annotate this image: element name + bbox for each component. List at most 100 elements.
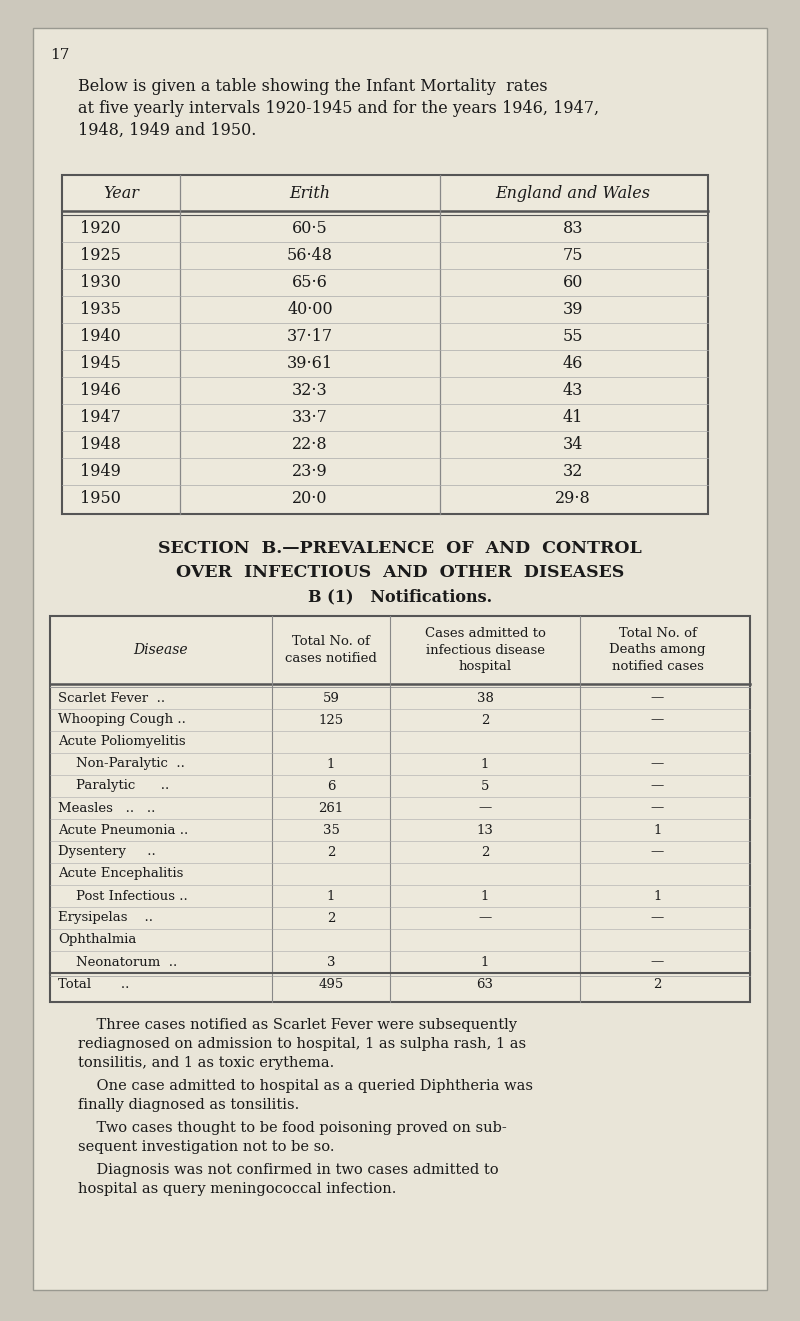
Text: 1: 1 bbox=[654, 823, 662, 836]
Text: 37·17: 37·17 bbox=[287, 328, 333, 345]
Text: 1945: 1945 bbox=[80, 355, 121, 373]
Text: sequent investigation not to be so.: sequent investigation not to be so. bbox=[78, 1140, 334, 1155]
Text: 1: 1 bbox=[481, 889, 489, 902]
Text: 1949: 1949 bbox=[80, 462, 121, 480]
Text: 1: 1 bbox=[481, 955, 489, 968]
Text: 1947: 1947 bbox=[80, 410, 121, 425]
Text: 125: 125 bbox=[318, 713, 343, 727]
Text: 29·8: 29·8 bbox=[555, 490, 591, 507]
Text: 55: 55 bbox=[562, 328, 583, 345]
Text: 33·7: 33·7 bbox=[292, 410, 328, 425]
Text: 41: 41 bbox=[563, 410, 583, 425]
Text: 65·6: 65·6 bbox=[292, 273, 328, 291]
Text: 60: 60 bbox=[563, 273, 583, 291]
Text: 63: 63 bbox=[477, 978, 494, 991]
Text: Three cases notified as Scarlet Fever were subsequently: Three cases notified as Scarlet Fever we… bbox=[78, 1018, 517, 1032]
Text: England and Wales: England and Wales bbox=[495, 185, 650, 202]
Text: 39: 39 bbox=[562, 301, 583, 318]
Text: Ophthalmia: Ophthalmia bbox=[58, 934, 136, 947]
Text: 6: 6 bbox=[326, 779, 335, 793]
Text: 59: 59 bbox=[322, 691, 339, 704]
FancyBboxPatch shape bbox=[50, 616, 750, 1003]
Text: 34: 34 bbox=[563, 436, 583, 453]
Text: 1948, 1949 and 1950.: 1948, 1949 and 1950. bbox=[78, 122, 256, 139]
Text: —: — bbox=[478, 802, 492, 815]
Text: Dysentery     ..: Dysentery .. bbox=[58, 845, 156, 859]
Text: 60·5: 60·5 bbox=[292, 221, 328, 236]
Text: finally diagnosed as tonsilitis.: finally diagnosed as tonsilitis. bbox=[78, 1098, 299, 1112]
Text: hospital as query meningococcal infection.: hospital as query meningococcal infectio… bbox=[78, 1182, 396, 1196]
Text: —: — bbox=[651, 691, 664, 704]
Text: 1: 1 bbox=[481, 757, 489, 770]
Text: SECTION  B.—PREVALENCE  OF  AND  CONTROL: SECTION B.—PREVALENCE OF AND CONTROL bbox=[158, 540, 642, 557]
Text: 2: 2 bbox=[327, 911, 335, 925]
Text: 2: 2 bbox=[654, 978, 662, 991]
Text: Total       ..: Total .. bbox=[58, 978, 130, 991]
Text: Below is given a table showing the Infant Mortality  rates: Below is given a table showing the Infan… bbox=[78, 78, 548, 95]
Text: Disease: Disease bbox=[134, 643, 188, 657]
Text: Acute Pneumonia ..: Acute Pneumonia .. bbox=[58, 823, 188, 836]
Text: 1930: 1930 bbox=[80, 273, 121, 291]
Text: —: — bbox=[651, 757, 664, 770]
Text: Cases admitted to
infectious disease
hospital: Cases admitted to infectious disease hos… bbox=[425, 627, 546, 672]
Text: tonsilitis, and 1 as toxic erythema.: tonsilitis, and 1 as toxic erythema. bbox=[78, 1055, 334, 1070]
Text: Acute Encephalitis: Acute Encephalitis bbox=[58, 868, 183, 881]
Text: 1948: 1948 bbox=[80, 436, 121, 453]
Text: —: — bbox=[651, 911, 664, 925]
Text: B (1)   Notifications.: B (1) Notifications. bbox=[308, 588, 492, 605]
Text: 83: 83 bbox=[562, 221, 583, 236]
Text: 2: 2 bbox=[481, 713, 489, 727]
Text: Total No. of
Deaths among
notified cases: Total No. of Deaths among notified cases bbox=[610, 627, 706, 672]
Text: One case admitted to hospital as a queried Diphtheria was: One case admitted to hospital as a queri… bbox=[78, 1079, 533, 1092]
FancyBboxPatch shape bbox=[62, 174, 708, 514]
Text: 32: 32 bbox=[563, 462, 583, 480]
Text: —: — bbox=[651, 713, 664, 727]
Text: 75: 75 bbox=[562, 247, 583, 264]
Text: 38: 38 bbox=[477, 691, 494, 704]
Text: 261: 261 bbox=[318, 802, 344, 815]
Text: —: — bbox=[651, 779, 664, 793]
Text: Scarlet Fever  ..: Scarlet Fever .. bbox=[58, 691, 165, 704]
Text: 1: 1 bbox=[327, 889, 335, 902]
Text: 40·00: 40·00 bbox=[287, 301, 333, 318]
Text: Neonatorum  ..: Neonatorum .. bbox=[76, 955, 178, 968]
FancyBboxPatch shape bbox=[33, 28, 767, 1291]
Text: OVER  INFECTIOUS  AND  OTHER  DISEASES: OVER INFECTIOUS AND OTHER DISEASES bbox=[176, 564, 624, 581]
Text: 1: 1 bbox=[327, 757, 335, 770]
Text: rediagnosed on admission to hospital, 1 as sulpha rash, 1 as: rediagnosed on admission to hospital, 1 … bbox=[78, 1037, 526, 1052]
Text: Diagnosis was not confirmed in two cases admitted to: Diagnosis was not confirmed in two cases… bbox=[78, 1162, 498, 1177]
Text: 2: 2 bbox=[481, 845, 489, 859]
Text: 46: 46 bbox=[563, 355, 583, 373]
Text: Two cases thought to be food poisoning proved on sub-: Two cases thought to be food poisoning p… bbox=[78, 1122, 506, 1135]
Text: Erith: Erith bbox=[290, 185, 330, 202]
Text: 2: 2 bbox=[327, 845, 335, 859]
Text: at five yearly intervals 1920-1945 and for the years 1946, 1947,: at five yearly intervals 1920-1945 and f… bbox=[78, 100, 599, 118]
Text: 22·8: 22·8 bbox=[292, 436, 328, 453]
Text: 43: 43 bbox=[563, 382, 583, 399]
Text: Erysipelas    ..: Erysipelas .. bbox=[58, 911, 153, 925]
Text: 1950: 1950 bbox=[80, 490, 121, 507]
Text: Whooping Cough ..: Whooping Cough .. bbox=[58, 713, 186, 727]
Text: Year: Year bbox=[103, 185, 139, 202]
Text: 23·9: 23·9 bbox=[292, 462, 328, 480]
Text: 3: 3 bbox=[326, 955, 335, 968]
Text: 20·0: 20·0 bbox=[292, 490, 328, 507]
Text: 1946: 1946 bbox=[80, 382, 121, 399]
Text: 17: 17 bbox=[50, 48, 70, 62]
Text: Paralytic      ..: Paralytic .. bbox=[76, 779, 170, 793]
Text: Non-Paralytic  ..: Non-Paralytic .. bbox=[76, 757, 185, 770]
Text: 1925: 1925 bbox=[80, 247, 121, 264]
Text: —: — bbox=[651, 845, 664, 859]
Text: 35: 35 bbox=[322, 823, 339, 836]
Text: 1940: 1940 bbox=[80, 328, 121, 345]
Text: Post Infectious ..: Post Infectious .. bbox=[76, 889, 188, 902]
Text: Acute Poliomyelitis: Acute Poliomyelitis bbox=[58, 736, 186, 749]
Text: 32·3: 32·3 bbox=[292, 382, 328, 399]
Text: 56·48: 56·48 bbox=[287, 247, 333, 264]
Text: 5: 5 bbox=[481, 779, 489, 793]
Text: —: — bbox=[478, 911, 492, 925]
Text: 13: 13 bbox=[477, 823, 494, 836]
Text: Measles   ..   ..: Measles .. .. bbox=[58, 802, 155, 815]
Text: Total No. of
cases notified: Total No. of cases notified bbox=[285, 635, 377, 664]
Text: 1: 1 bbox=[654, 889, 662, 902]
